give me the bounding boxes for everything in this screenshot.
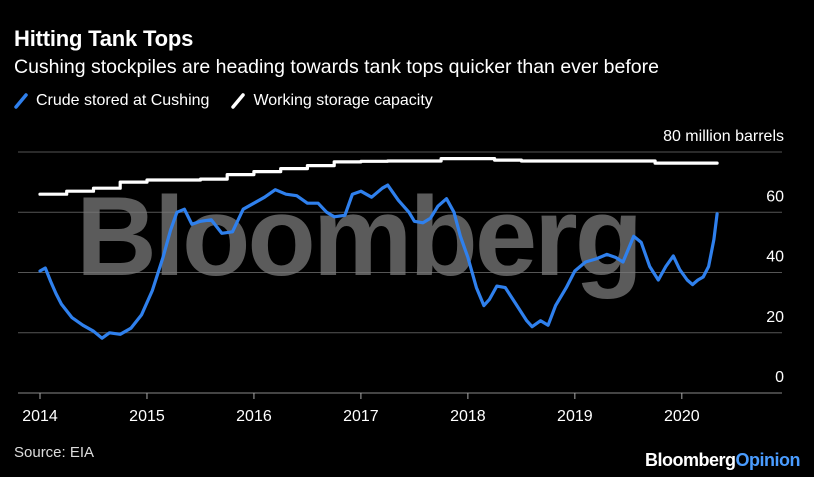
y-tick-label: 20: [766, 309, 784, 326]
y-tick-label: 60: [766, 188, 784, 205]
x-tick-label: 2018: [450, 408, 486, 425]
source-note: Source: EIA: [14, 444, 95, 461]
y-tick-label: 40: [766, 249, 784, 266]
x-tick-label: 2020: [664, 408, 700, 425]
x-tick-label: 2019: [557, 408, 593, 425]
capacity-swatch-icon: [231, 93, 246, 109]
brand-opinion: Opinion: [735, 450, 801, 470]
x-tick-label: 2014: [22, 408, 58, 425]
series-line-capacity: [38, 157, 719, 196]
chart-subtitle: Cushing stockpiles are heading towards t…: [14, 56, 659, 78]
legend-item-crude: Crude stored at Cushing: [14, 92, 209, 110]
brand-main: Bloomberg: [645, 450, 736, 470]
y-tick-label: 0: [775, 369, 784, 386]
legend-label-capacity: Working storage capacity: [253, 92, 433, 109]
legend: Crude stored at Cushing Working storage …: [14, 92, 455, 110]
legend-item-capacity: Working storage capacity: [231, 92, 433, 110]
chart-title: Hitting Tank Tops: [14, 26, 194, 51]
crude-swatch-icon: [14, 93, 28, 109]
watermark: Bloomberg: [76, 174, 640, 299]
series-line-crude: [38, 183, 719, 340]
brand-logo: BloombergOpinion: [645, 450, 801, 471]
y-tick-label: 80 million barrels: [663, 128, 784, 145]
legend-label-crude: Crude stored at Cushing: [36, 92, 210, 109]
x-tick-label: 2016: [236, 408, 272, 425]
x-tick-label: 2015: [129, 408, 165, 425]
x-tick-label: 2017: [343, 408, 379, 425]
